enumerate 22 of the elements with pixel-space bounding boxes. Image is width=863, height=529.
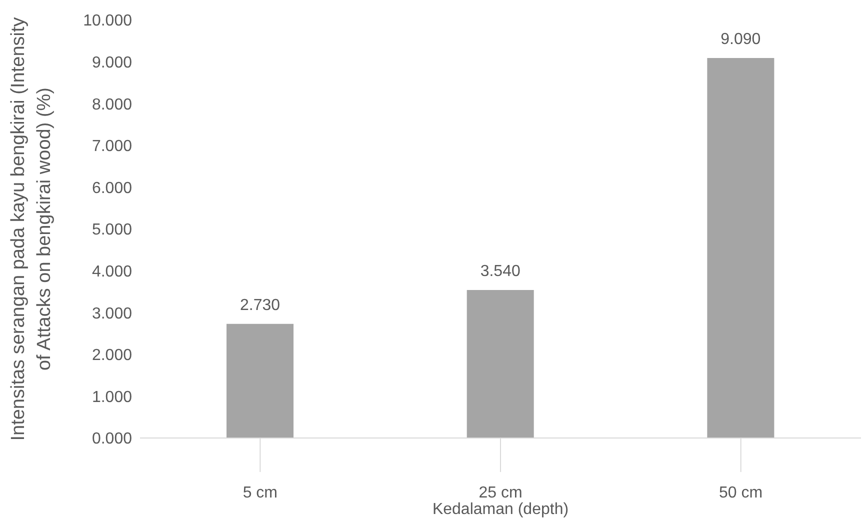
data-label: 3.540 <box>480 263 520 280</box>
y-tick-label: 1.000 <box>92 388 132 406</box>
data-label: 2.730 <box>240 296 280 314</box>
y-tick-label: 2.000 <box>92 347 132 364</box>
y-tick-label: 0.000 <box>92 430 132 448</box>
y-tick-label: 9.000 <box>92 54 132 72</box>
x-tick-label: 50 cm <box>719 484 763 502</box>
data-label: 9.090 <box>720 31 761 48</box>
y-tick-label: 4.000 <box>92 263 132 280</box>
y-tick-label: 8.000 <box>92 96 132 114</box>
y-tick-label: 5.000 <box>92 222 132 239</box>
y-tick-label: 7.000 <box>92 138 132 156</box>
x-axis-title: Kedalaman (depth) <box>432 501 569 518</box>
bar <box>466 290 534 438</box>
y-tick-label: 10.000 <box>83 12 132 30</box>
y-axis-title: Intensitas serangan pada kayu bengkirai (Intensity of Attacks on bengkirai wood) (%) <box>8 16 55 441</box>
y-tick-label: 6.000 <box>92 180 132 197</box>
y-tick-label: 3.000 <box>92 305 132 322</box>
bar <box>707 58 774 438</box>
bar <box>226 324 294 438</box>
x-tick-label: 5 cm <box>242 484 278 502</box>
x-tick-label: 25 cm <box>478 484 522 502</box>
